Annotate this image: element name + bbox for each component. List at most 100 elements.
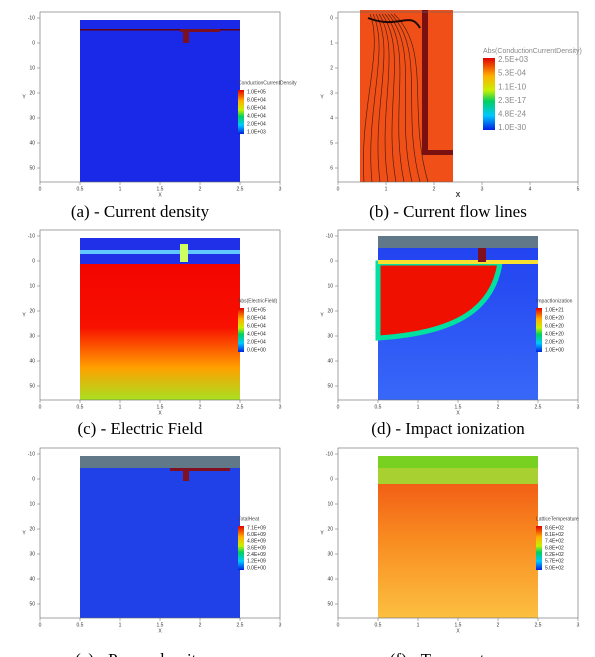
x-tick-label: 0 (337, 404, 340, 410)
colorbar-label: 1.2E+09 (247, 559, 266, 565)
y-tick-label: 40 (29, 576, 35, 582)
x-axis-label: X (456, 628, 460, 634)
x-tick-label: 3 (279, 404, 282, 410)
x-tick-label: 0.5 (77, 404, 84, 410)
y-tick-label: 20 (29, 90, 35, 96)
colorbar-label: 8.0E+04 (247, 315, 266, 321)
region (378, 456, 538, 468)
x-tick-label: 1.5 (157, 622, 164, 628)
colorbar-label: 4.8E+09 (247, 539, 266, 545)
x-tick-label: 1.5 (157, 404, 164, 410)
y-tick-label: 10 (327, 501, 333, 507)
flow-line (375, 13, 385, 183)
x-tick-label: 3 (279, 186, 282, 192)
y-tick-label: 40 (29, 140, 35, 146)
colorbar-label: 8.0E+20 (545, 315, 564, 321)
colorbar-label: 6.8E+02 (545, 545, 564, 551)
x-tick-label: 2 (199, 404, 202, 410)
colorbar-label: 2.0E+04 (247, 121, 266, 127)
region (80, 250, 240, 254)
colorbar-label: 6.0E+20 (545, 323, 564, 329)
x-axis-label: X (158, 628, 162, 634)
colorbar (536, 526, 542, 570)
region (378, 468, 538, 484)
x-tick-label: 2.5 (535, 622, 542, 628)
x-tick-label: 2.5 (237, 404, 244, 410)
region (183, 469, 189, 481)
panel: 0 0.5 1 1.5 2 2.5 3 -10 0 10 20 30 40 50 X Y LatticeTemp… (320, 447, 580, 657)
colorbar-label: 8.1E+02 (545, 532, 564, 538)
x-tick-label: 3 (279, 622, 282, 628)
y-axis-label: Y (22, 312, 26, 318)
colorbar (536, 308, 542, 352)
y-tick-label: 40 (327, 358, 333, 364)
region (80, 456, 240, 468)
colorbar (238, 526, 244, 570)
x-tick-label: 1 (119, 622, 122, 628)
x-axis-label: X (456, 410, 460, 416)
y-tick-label: 6 (330, 165, 333, 171)
colorbar-label: 1.0E+05 (247, 89, 266, 95)
x-tick-label: 0.5 (375, 404, 382, 410)
y-tick-label: 50 (29, 601, 35, 607)
x-axis-label: X (158, 192, 162, 198)
colorbar-label: 1.0E-30 (498, 123, 527, 132)
x-tick-label: 3 (481, 186, 484, 192)
y-tick-label: 50 (327, 601, 333, 607)
x-tick-label: 2 (497, 622, 500, 628)
panels: 0 0.5 1 1.5 2 2.5 3-1001020304050XYConductionC… (22, 10, 582, 657)
x-tick-label: 3 (577, 622, 580, 628)
caption: (e) - Power density (75, 650, 205, 657)
colorbar-label: 0.0E+00 (247, 347, 266, 353)
caption: (f) - Temperature (390, 650, 507, 657)
colorbar (238, 308, 244, 352)
flow-line (378, 13, 390, 183)
colorbar-label: 1.0E+05 (247, 307, 266, 313)
y-tick-label: 30 (29, 551, 35, 557)
y-tick-label: 30 (29, 115, 35, 121)
y-tick-label: 20 (29, 526, 35, 532)
colorbar-title: Abs(ConductionCurrentDensity) (483, 48, 582, 55)
caption: (a) - Current density (71, 202, 210, 221)
y-tick-label: 50 (29, 383, 35, 389)
y-axis-label: Y (320, 94, 324, 100)
x-tick-label: 0 (39, 404, 42, 410)
y-tick-label: 50 (327, 383, 333, 389)
plot-area (80, 238, 240, 400)
colorbar-label: 6.0E+04 (247, 323, 266, 329)
y-tick-label: 0 (32, 476, 35, 482)
colorbar (483, 58, 495, 130)
colorbar-label: 4.8E-24 (498, 110, 527, 119)
x-axis-label: X (158, 410, 162, 416)
y-tick-label: 0 (32, 40, 35, 46)
x-tick-label: 0 (337, 186, 340, 192)
y-tick-label: 50 (29, 165, 35, 171)
colorbar-label: 5.3E-04 (498, 69, 527, 78)
x-tick-label: 2 (497, 404, 500, 410)
flow-line (381, 13, 397, 183)
x-tick-label: 2.5 (237, 186, 244, 192)
y-tick-label: 40 (327, 576, 333, 582)
y-tick-label: 40 (29, 358, 35, 364)
colorbar-label: 5.7E+02 (545, 559, 564, 565)
x-tick-label: 1.5 (455, 404, 462, 410)
y-tick-label: 20 (327, 308, 333, 314)
y-tick-label: 30 (327, 551, 333, 557)
colorbar-title: ConductionCurrentDensity (238, 80, 297, 86)
region (180, 29, 220, 32)
y-tick-label: 10 (29, 65, 35, 71)
caption: (d) - Impact ionization (371, 419, 525, 438)
flow-line (363, 13, 375, 183)
colorbar-label: 5.0E+02 (545, 565, 564, 571)
y-axis-label: Y (22, 94, 26, 100)
colorbar-label: 2.3E-17 (498, 96, 527, 105)
y-tick-label: 1 (330, 40, 333, 46)
x-axis-label: X (456, 192, 461, 199)
flow-line (393, 13, 429, 183)
colorbar-label: 1.1E-10 (498, 82, 527, 91)
x-tick-label: 2 (199, 622, 202, 628)
x-tick-label: 5 (577, 186, 580, 192)
colorbar-title: ImpactIonization (536, 298, 573, 304)
x-tick-label: 1 (119, 404, 122, 410)
